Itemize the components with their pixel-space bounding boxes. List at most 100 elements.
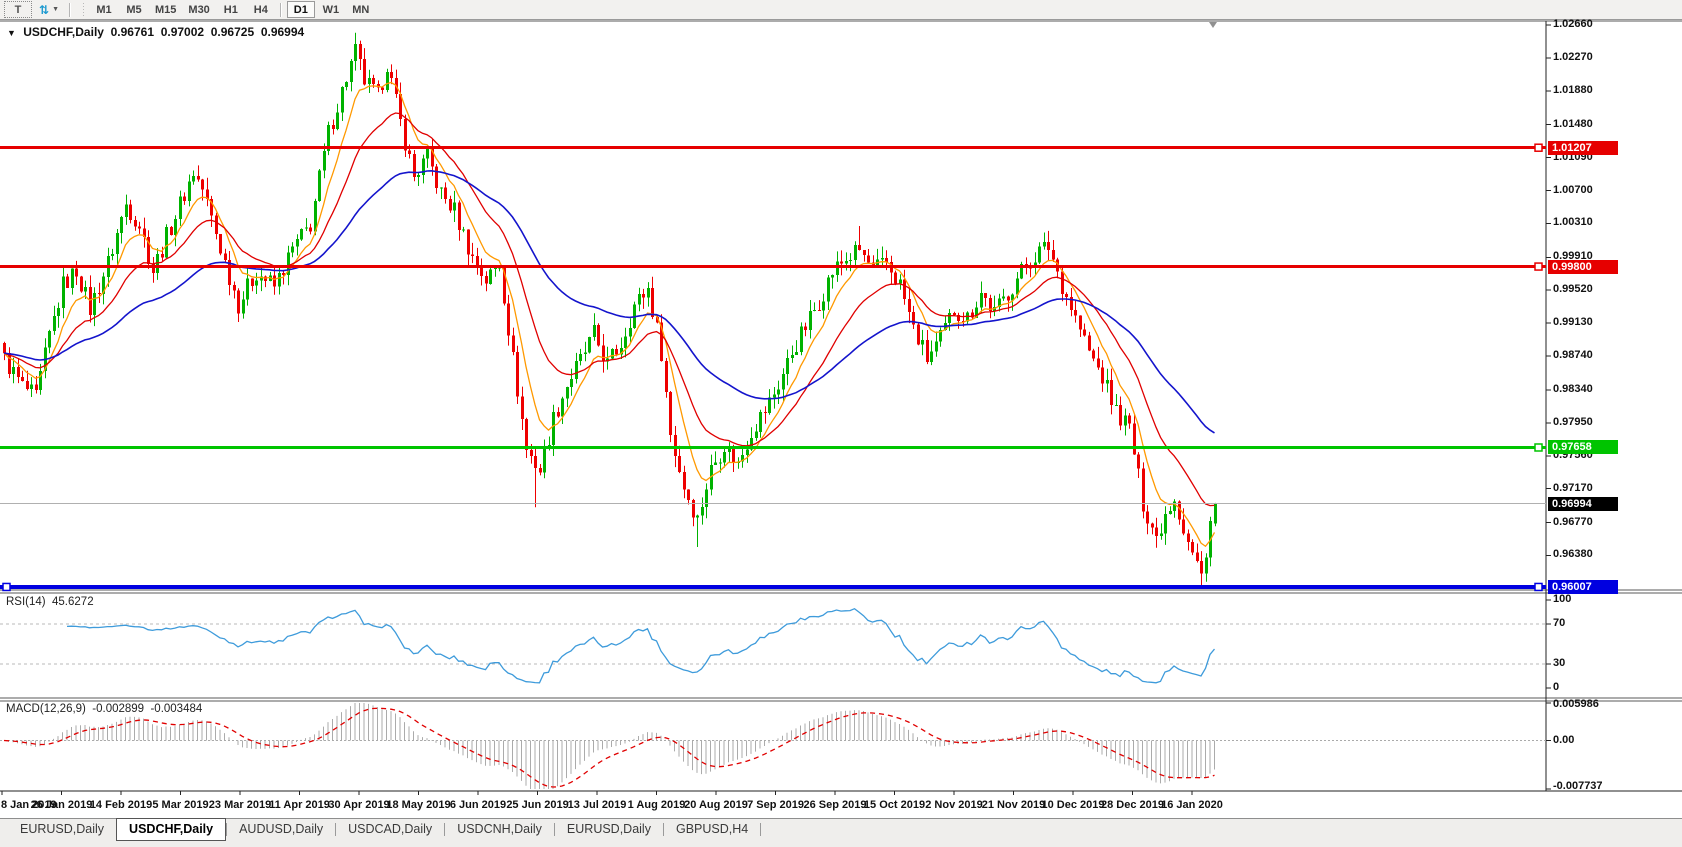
- timeframe-button-m15[interactable]: M15: [155, 3, 177, 16]
- tab-divider: [226, 823, 228, 836]
- sort-arrows-icon: ⇅: [39, 2, 50, 17]
- level-price-label[interactable]: 1.01207: [1548, 140, 1618, 155]
- chart-tab-usdcnh-daily[interactable]: USDCNH,Daily: [457, 822, 542, 836]
- date-tick-label: 25 Jun 2019: [506, 799, 569, 811]
- chart-tab-bar: EURUSD,Daily USDCHF,Daily AUDUSD,Daily USDC…: [0, 818, 1682, 847]
- price-tick-label: 1.02660: [1553, 17, 1593, 30]
- date-tick-label: 20 Aug 2019: [684, 799, 748, 811]
- date-tick-label: 2 Nov 2019: [925, 799, 983, 811]
- chart-shift-marker-icon: [1209, 22, 1217, 28]
- date-tick-label: 18 May 2019: [386, 799, 451, 811]
- level-price-label[interactable]: 0.99800: [1548, 259, 1618, 274]
- macd-tick-label: 0.005986: [1553, 698, 1599, 710]
- arrow-style-dropdown-button[interactable]: ⇅ ▼: [34, 1, 64, 18]
- toolbar-separator: [69, 2, 71, 17]
- level-handle[interactable]: [1534, 143, 1543, 152]
- toolbar-grip-handle[interactable]: [81, 2, 86, 17]
- price-tick-label: 0.96770: [1553, 515, 1593, 528]
- price-tick-label: 1.00700: [1553, 183, 1593, 196]
- date-tick-label: 1 Aug 2019: [627, 799, 686, 811]
- tab-divider: [335, 823, 337, 836]
- current-price-label: 0.96994: [1548, 496, 1618, 511]
- tab-divider: [662, 823, 664, 836]
- date-tick-label: 23 Mar 2019: [208, 799, 272, 811]
- symbol-period-label: USDCHF,Daily: [23, 25, 104, 39]
- date-tick-label: 21 Nov 2019: [981, 799, 1046, 811]
- rsi-tick-label: 30: [1553, 657, 1566, 669]
- date-tick-label: 10 Dec 2019: [1041, 799, 1105, 811]
- ohlc-close: 0.96994: [260, 25, 305, 39]
- level-price-label[interactable]: 0.97658: [1548, 440, 1618, 455]
- ma-line-fast: [3, 81, 1216, 548]
- level-price-label[interactable]: 0.96007: [1548, 579, 1618, 594]
- chart-tab-eurusd-daily[interactable]: EURUSD,Daily: [566, 822, 651, 836]
- date-tick-label: 11 Apr 2019: [269, 799, 330, 811]
- chart-title: ▼ USDCHF,Daily 0.96761 0.97002 0.96725 0…: [7, 25, 304, 39]
- macd-label: MACD(12,26,9) -0.002899 -0.003484: [6, 703, 202, 715]
- timeframe-button-m5[interactable]: M5: [126, 3, 142, 16]
- price-tick-label: 0.99910: [1553, 250, 1593, 263]
- date-tick-label: 13 Jul 2019: [567, 799, 627, 811]
- date-tick-label: 8 Jan 2019: [1, 799, 57, 811]
- price-tick-label: 0.98740: [1553, 349, 1593, 362]
- date-tick-label: 26 Sep 2019: [803, 799, 867, 811]
- timeframe-button-m1[interactable]: M1: [96, 3, 112, 16]
- candles: [3, 32, 1217, 585]
- timeframe-button-mn[interactable]: MN: [352, 3, 370, 16]
- ohlc-low: 0.96725: [210, 25, 255, 39]
- timeframe-button-m30[interactable]: M30: [188, 3, 210, 16]
- chart-tab-eurusd-daily[interactable]: EURUSD,Daily: [20, 822, 105, 836]
- toolbar: T ⇅ ▼ M1 M5 M15 M30 H1 H4 D1 W1 MN: [0, 0, 1682, 20]
- level-handle[interactable]: [2, 582, 11, 592]
- date-tick-label: 28 Dec 2019: [1101, 799, 1164, 811]
- chart-tab-usdcad-daily[interactable]: USDCAD,Daily: [348, 822, 433, 836]
- rsi-line: [66, 607, 1215, 684]
- chart-tab-usdchf-daily[interactable]: USDCHF,Daily: [116, 818, 227, 841]
- date-tick-label: 6 Jun 2019: [449, 799, 507, 811]
- timeframe-button-h1[interactable]: H1: [223, 3, 238, 16]
- chevron-down-icon: ▼: [52, 6, 59, 13]
- level-handle[interactable]: [1534, 443, 1543, 452]
- rsi-tick-label: 70: [1553, 617, 1566, 629]
- rsi-name: RSI(14): [6, 596, 46, 608]
- chart-tab-audusd-daily[interactable]: AUDUSD,Daily: [239, 822, 324, 836]
- chart-tab-gbpusd-h4[interactable]: GBPUSD,H4: [675, 822, 749, 836]
- price-tick-label: 0.99130: [1553, 316, 1593, 329]
- price-tick-label: 0.97170: [1553, 481, 1593, 494]
- macd-signal-value: -0.003484: [150, 703, 203, 715]
- date-tick-label: 30 Apr 2019: [328, 799, 390, 811]
- rsi-value: 45.6272: [52, 596, 94, 608]
- date-tick-label: 7 Sep 2019: [747, 799, 804, 811]
- macd-tick-label: 0.00: [1553, 733, 1575, 746]
- timeframe-button-d1[interactable]: D1: [286, 1, 315, 18]
- price-tick-label: 0.96380: [1553, 548, 1593, 561]
- price-tick-label: 1.00310: [1553, 216, 1593, 229]
- tab-divider: [760, 823, 762, 836]
- price-tick-label: 1.01880: [1553, 83, 1593, 96]
- timeframe-button-h4[interactable]: H4: [253, 3, 268, 16]
- date-tick-label: 26 Jan 2019: [30, 799, 93, 811]
- price-tick-label: 0.99520: [1553, 283, 1593, 296]
- macd-histogram: [8, 703, 1215, 789]
- timeframe-button-w1[interactable]: W1: [322, 3, 340, 16]
- ma-line-mid: [3, 112, 1215, 507]
- macd-signal-line: [3, 707, 1215, 788]
- rsi-tick-label: 100: [1553, 593, 1572, 605]
- rsi-label: RSI(14) 45.6272: [6, 596, 94, 608]
- level-handle[interactable]: [1534, 582, 1543, 592]
- macd-tick-label: -0.007737: [1553, 780, 1603, 792]
- date-tick-label: 15 Oct 2019: [863, 799, 926, 811]
- toolbar-separator: [279, 2, 282, 17]
- price-tick-label: 0.98340: [1553, 382, 1593, 395]
- chart-dropdown-icon[interactable]: ▼: [7, 28, 16, 38]
- level-handle[interactable]: [1534, 262, 1543, 271]
- date-tick-label: 16 Jan 2020: [1161, 799, 1223, 811]
- date-tick-label: 14 Feb 2019: [89, 799, 153, 811]
- rsi-tick-label: 0: [1553, 681, 1560, 693]
- price-tick-label: 1.01480: [1553, 117, 1593, 130]
- text-tool-icon: T: [14, 3, 22, 16]
- text-tool-button[interactable]: T: [4, 1, 32, 18]
- timeframe-button-group: M1 M5 M15 M30 H1 H4 D1 W1 MN: [89, 1, 376, 18]
